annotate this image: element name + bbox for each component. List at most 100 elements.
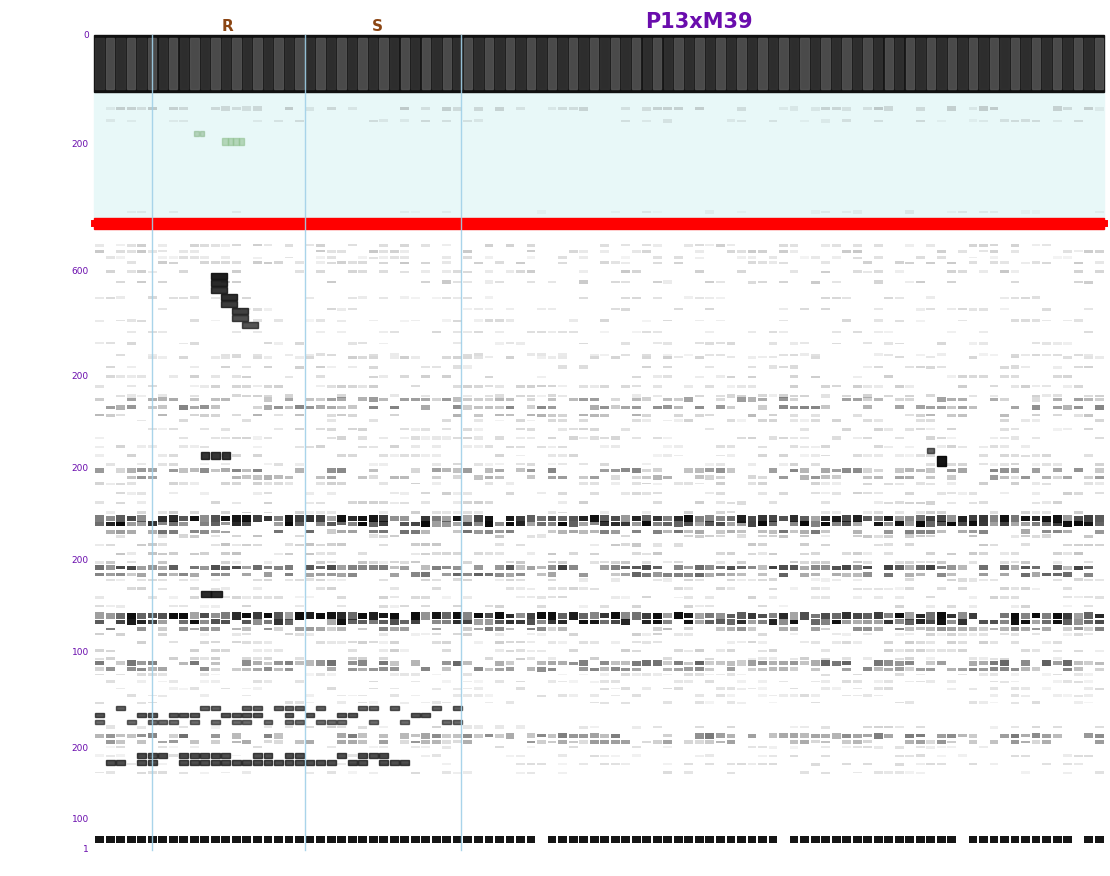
Bar <box>359 38 367 89</box>
Bar <box>622 385 630 388</box>
Bar <box>337 261 346 265</box>
Bar <box>716 394 725 398</box>
Bar <box>253 491 262 495</box>
Bar <box>138 573 147 576</box>
Bar <box>432 740 441 744</box>
Bar <box>874 511 882 514</box>
Bar <box>117 579 125 581</box>
Bar <box>380 463 388 466</box>
Bar <box>242 376 251 378</box>
Bar <box>505 579 514 581</box>
Bar <box>159 534 168 538</box>
Bar <box>169 754 178 757</box>
Bar <box>989 702 998 703</box>
Bar <box>821 565 830 570</box>
Bar <box>737 395 746 397</box>
Bar <box>821 754 830 757</box>
Bar <box>95 482 104 485</box>
Bar <box>895 320 904 321</box>
Bar <box>117 354 125 356</box>
Bar <box>326 725 335 729</box>
Bar <box>758 565 767 570</box>
Bar <box>1021 476 1030 479</box>
Bar <box>169 573 178 576</box>
Bar <box>474 262 483 264</box>
Bar <box>589 436 598 440</box>
Bar <box>1084 413 1093 417</box>
Bar <box>937 836 946 843</box>
Bar <box>159 463 168 466</box>
Bar <box>222 483 230 484</box>
Bar <box>105 38 114 89</box>
Bar <box>443 512 452 513</box>
Bar <box>1010 357 1019 358</box>
Bar <box>622 256 630 259</box>
Bar <box>1052 414 1061 416</box>
Bar <box>610 281 619 283</box>
Bar <box>695 107 704 110</box>
Bar <box>326 413 335 417</box>
Bar <box>201 463 210 465</box>
Bar <box>1052 613 1061 618</box>
Bar <box>1021 649 1030 653</box>
Bar <box>852 535 861 537</box>
Bar <box>1063 605 1072 607</box>
Bar <box>526 521 535 526</box>
Bar <box>948 613 957 618</box>
Bar <box>347 270 356 273</box>
Bar <box>464 619 472 625</box>
Bar <box>558 455 567 456</box>
Bar <box>779 681 788 682</box>
Bar <box>432 688 441 689</box>
Bar <box>821 455 830 456</box>
Bar <box>127 521 135 526</box>
Bar <box>200 131 204 136</box>
Bar <box>1031 511 1040 514</box>
Bar <box>359 760 367 765</box>
Bar <box>1031 702 1040 703</box>
Bar <box>138 702 147 703</box>
Bar <box>906 619 915 625</box>
Bar <box>831 38 840 89</box>
Bar <box>885 687 894 690</box>
Bar <box>948 741 957 743</box>
Bar <box>347 343 356 344</box>
Bar <box>927 463 936 466</box>
Bar <box>747 436 756 440</box>
Bar <box>842 468 851 473</box>
Bar <box>1052 552 1061 555</box>
Bar <box>842 521 851 526</box>
Bar <box>464 399 472 400</box>
Bar <box>1063 521 1072 526</box>
Bar <box>516 725 525 729</box>
Bar <box>1031 534 1040 538</box>
Bar <box>211 357 220 358</box>
Bar <box>138 587 147 590</box>
Bar <box>537 604 546 608</box>
Bar <box>674 836 683 843</box>
Bar <box>526 612 535 619</box>
Bar <box>316 244 325 247</box>
Bar <box>495 619 504 625</box>
Bar <box>127 366 135 368</box>
Bar <box>927 406 936 409</box>
Bar <box>789 755 798 757</box>
Bar <box>589 668 598 671</box>
Bar <box>316 398 325 401</box>
Bar <box>180 772 189 774</box>
Bar <box>1084 357 1093 358</box>
Bar <box>927 565 936 570</box>
Bar <box>674 455 683 456</box>
Bar <box>495 534 504 538</box>
Bar <box>664 734 673 738</box>
Bar <box>885 565 894 570</box>
Bar <box>1073 262 1082 264</box>
Bar <box>347 668 356 671</box>
Bar <box>316 706 325 710</box>
Bar <box>768 419 777 422</box>
Bar <box>422 454 431 457</box>
Bar <box>1063 552 1072 555</box>
Bar <box>401 256 410 259</box>
Bar <box>1094 597 1103 598</box>
Bar <box>95 649 104 652</box>
